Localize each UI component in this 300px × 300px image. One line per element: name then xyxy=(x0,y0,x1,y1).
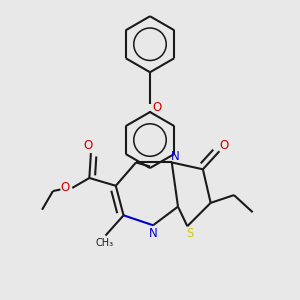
Text: CH₃: CH₃ xyxy=(96,238,114,248)
Text: O: O xyxy=(152,101,161,114)
Text: O: O xyxy=(61,181,70,194)
Text: N: N xyxy=(149,226,158,240)
Text: O: O xyxy=(219,139,229,152)
Text: N: N xyxy=(170,150,179,163)
Text: O: O xyxy=(83,139,92,152)
Text: S: S xyxy=(187,227,194,241)
